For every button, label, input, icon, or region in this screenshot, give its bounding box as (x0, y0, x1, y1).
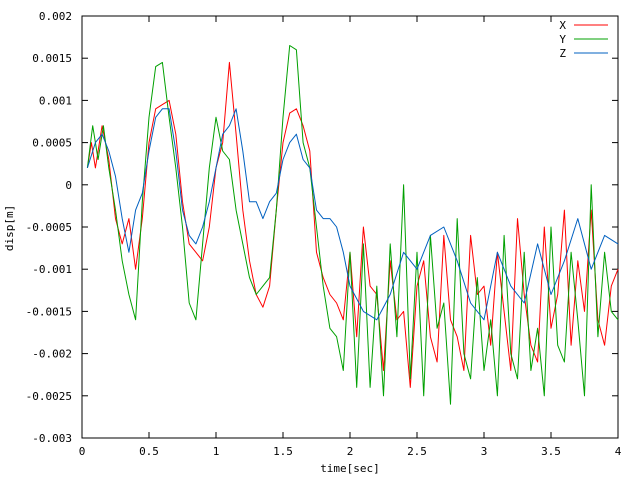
y-tick-label: 0.0005 (32, 137, 72, 150)
plot-frame (81, 15, 619, 439)
series-line-z (86, 108, 619, 321)
x-tick-label: 2.5 (407, 445, 427, 458)
x-tick-label: 1 (213, 445, 220, 458)
legend-label-y: Y (559, 33, 566, 46)
y-tick-label: -0.0015 (26, 305, 72, 318)
x-tick-label: 1.5 (273, 445, 293, 458)
y-tick-label: -0.002 (32, 348, 72, 361)
y-tick-label: 0 (65, 179, 72, 192)
x-tick-label: 0.5 (139, 445, 159, 458)
y-tick-label: 0.0015 (32, 52, 72, 65)
y-axis-label: disp[m] (3, 205, 16, 251)
x-tick-label: 4 (615, 445, 622, 458)
x-axis-label: time[sec] (320, 462, 380, 475)
x-tick-label: 2 (347, 445, 354, 458)
y-tick-label: -0.001 (32, 263, 72, 276)
y-tick-label: -0.003 (32, 432, 72, 445)
series-lines (86, 45, 619, 405)
legend-label-x: X (559, 19, 566, 32)
legend-label-z: Z (559, 47, 566, 60)
series-line-y (86, 45, 619, 405)
y-tick-label: -0.0025 (26, 390, 72, 403)
y-tick-label: -0.0005 (26, 221, 72, 234)
axes (81, 15, 619, 439)
ticks: 0 0.5 1 1.5 2 2.5 3 3.5 4 0.002 0.0015 0.001 0.0005 0… (26, 10, 622, 458)
y-tick-label: 0.001 (39, 94, 72, 107)
x-tick-label: 3.5 (541, 445, 561, 458)
legend: XYZ (559, 19, 608, 60)
y-tick-label: 0.002 (39, 10, 72, 23)
x-tick-label: 3 (481, 445, 488, 458)
x-tick-label: 0 (79, 445, 86, 458)
